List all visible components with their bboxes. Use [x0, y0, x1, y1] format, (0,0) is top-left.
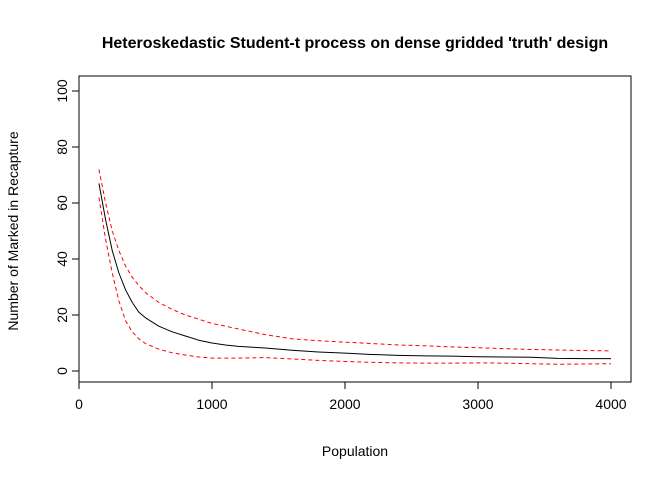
- y-tick-label: 80: [54, 139, 70, 155]
- chart-title: Heteroskedastic Student-t process on den…: [102, 35, 608, 52]
- x-tick-label: 4000: [595, 396, 626, 412]
- x-tick-label: 2000: [329, 396, 360, 412]
- y-axis-label: Number of Marked in Recapture: [5, 131, 21, 330]
- series-line-mean: [98, 183, 611, 360]
- y-tick-label: 60: [54, 195, 70, 211]
- y-tick-label: 0: [54, 367, 70, 375]
- y-tick-label: 40: [54, 251, 70, 267]
- y-tick-label: 20: [54, 307, 70, 323]
- y-tick-label: 100: [54, 79, 70, 103]
- x-tick-label: 1000: [196, 396, 227, 412]
- series-line-lower: [98, 197, 612, 365]
- series-line-upper: [98, 169, 612, 352]
- x-axis: 0 1000 2000 3000 4000: [75, 381, 627, 412]
- series-layer: [98, 169, 612, 365]
- x-tick-label: 0: [75, 396, 83, 412]
- x-axis-label: Population: [322, 443, 388, 459]
- y-axis: 0 20 40 60 80 100: [54, 79, 80, 375]
- plot-frame: [78, 75, 632, 383]
- x-tick-label: 3000: [462, 396, 493, 412]
